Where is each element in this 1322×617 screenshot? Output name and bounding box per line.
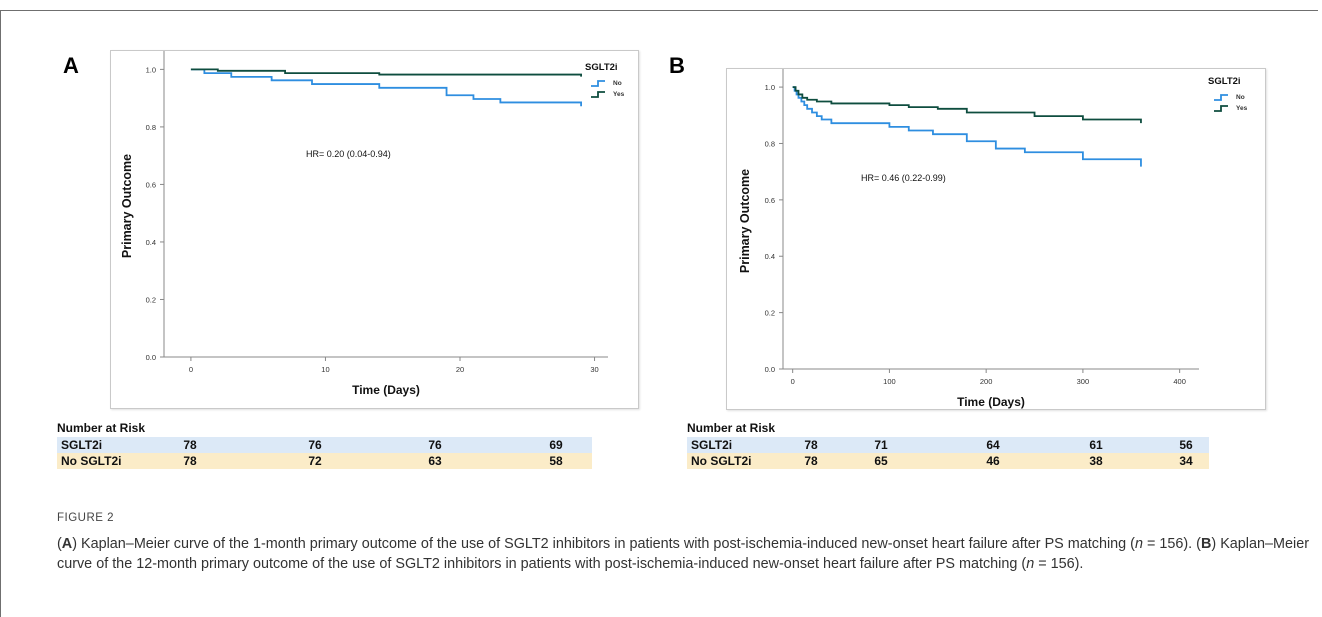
risk-row-label: No SGLT2i <box>691 454 752 468</box>
panel-a-letter: A <box>63 53 79 78</box>
caption-paragraph: (A) Kaplan–Meier curve of the 1-month pr… <box>57 536 1309 572</box>
legend-swatch-no <box>1214 94 1228 101</box>
risk-table-title: Number at Risk <box>57 421 146 435</box>
x-tick-label: 30 <box>590 365 598 374</box>
y-axis-title: Primary Outcome <box>738 169 752 273</box>
risk-cell: 38 <box>1089 454 1103 468</box>
risk-cell: 78 <box>183 454 197 468</box>
risk-cell: 61 <box>1089 438 1103 452</box>
y-tick-label: 0.0 <box>765 365 775 374</box>
risk-cell: 63 <box>428 454 442 468</box>
risk-cell: 78 <box>804 454 818 468</box>
caption-n-value: = 156). <box>1034 556 1084 572</box>
risk-row-label: SGLT2i <box>691 438 733 452</box>
km-chart-b: 0.0 0.2 0.4 0.6 0.8 1.0 0 100 200 300 400 Time (Day… <box>726 68 1266 410</box>
x-axis-title: Time (Days) <box>352 383 420 397</box>
legend-title: SGLT2i <box>585 62 618 73</box>
legend-label: Yes <box>1236 105 1248 112</box>
figure-label: FIGURE 2 <box>57 512 115 524</box>
x-tick-label: 0 <box>189 365 193 374</box>
km-plot-a: 0.0 0.2 0.4 0.6 0.8 1.0 0 10 20 30 Time (Days) Prim… <box>120 51 625 397</box>
legend-label: Yes <box>613 91 625 98</box>
risk-row-label: SGLT2i <box>61 438 103 452</box>
y-tick-label: 0.2 <box>765 309 775 318</box>
risk-row-label: No SGLT2i <box>61 454 122 468</box>
y-tick-label: 1.0 <box>765 83 775 92</box>
risk-row-sglt2i: SGLT2i 78 71 64 61 56 <box>687 437 1209 453</box>
x-axis-title: Time (Days) <box>957 395 1025 409</box>
y-tick-label: 0.8 <box>765 139 775 148</box>
risk-cell: 56 <box>1179 438 1193 452</box>
x-tick-label: 100 <box>883 377 896 386</box>
x-tick-label: 0 <box>791 377 795 386</box>
risk-cell: 46 <box>986 454 1000 468</box>
panel-b-letter: B <box>669 53 685 78</box>
x-tick-label: 300 <box>1077 377 1090 386</box>
x-tick-label: 400 <box>1173 377 1186 386</box>
hr-annotation: HR= 0.46 (0.22-0.99) <box>861 173 946 183</box>
risk-cell: 58 <box>549 454 563 468</box>
y-tick-label: 0.6 <box>146 180 156 189</box>
km-chart-a: 0.0 0.2 0.4 0.6 0.8 1.0 0 10 20 30 Time (Days) Prim… <box>110 50 639 409</box>
x-tick-label: 10 <box>321 365 329 374</box>
risk-cell: 65 <box>874 454 888 468</box>
x-tick-label: 20 <box>456 365 464 374</box>
y-tick-label: 0.4 <box>146 238 156 247</box>
risk-cell: 76 <box>428 438 442 452</box>
y-tick-label: 0.8 <box>146 123 156 132</box>
y-tick-label: 0.4 <box>765 252 775 261</box>
risk-row-no-sglt2i: No SGLT2i 78 65 46 38 34 <box>687 453 1209 469</box>
y-tick-label: 1.0 <box>146 65 156 74</box>
figure-caption: FIGURE 2 (A) Kaplan–Meier curve of the 1… <box>57 508 1312 574</box>
risk-row-no-sglt2i: No SGLT2i 78 72 63 58 <box>57 453 592 469</box>
caption-part-b-letter: B <box>1200 536 1212 552</box>
risk-table-b: Number at Risk SGLT2i 78 71 64 61 56 No … <box>687 420 1209 469</box>
caption-n-symbol: n <box>1026 556 1035 572</box>
risk-cell: 72 <box>308 454 322 468</box>
risk-cell: 78 <box>804 438 818 452</box>
y-axis-title: Primary Outcome <box>120 154 134 258</box>
risk-table-title: Number at Risk <box>687 421 776 435</box>
caption-part-a-text: Kaplan–Meier curve of the 1-month primar… <box>81 536 1135 552</box>
km-series-yes <box>190 68 582 77</box>
legend-title: SGLT2i <box>1208 76 1241 87</box>
risk-table-a: Number at Risk SGLT2i 78 76 76 69 No SGL… <box>57 420 592 469</box>
risk-cell: 71 <box>874 438 888 452</box>
y-tick-label: 0.0 <box>146 353 156 362</box>
legend-label: No <box>613 80 622 87</box>
risk-cell: 78 <box>183 438 197 452</box>
risk-cell: 34 <box>1179 454 1193 468</box>
legend-swatch-no <box>591 80 605 87</box>
risk-cell: 64 <box>986 438 1000 452</box>
caption-part-b-text: Kaplan–Meier curve of the 12-month prima… <box>57 536 1309 572</box>
legend-swatch-yes <box>1214 105 1228 112</box>
caption-n-symbol: n <box>1134 536 1143 552</box>
figure-frame-top <box>0 10 1318 11</box>
risk-cell: 76 <box>308 438 322 452</box>
caption-n-value: = 156). <box>1142 536 1193 552</box>
y-tick-label: 0.2 <box>146 295 156 304</box>
km-plot-b: 0.0 0.2 0.4 0.6 0.8 1.0 0 100 200 300 400 Time (Day… <box>738 69 1248 409</box>
hr-annotation: HR= 0.20 (0.04-0.94) <box>306 149 391 159</box>
km-series-yes <box>792 86 1142 124</box>
risk-cell: 69 <box>549 438 563 452</box>
x-tick-label: 200 <box>980 377 993 386</box>
km-series-no <box>792 86 1142 167</box>
caption-part-a-letter: A <box>61 536 73 552</box>
figure-frame-left <box>0 10 1 617</box>
legend-label: No <box>1236 94 1245 101</box>
km-series-no <box>190 68 582 107</box>
y-tick-label: 0.6 <box>765 196 775 205</box>
legend-swatch-yes <box>591 91 605 98</box>
risk-row-sglt2i: SGLT2i 78 76 76 69 <box>57 437 592 453</box>
